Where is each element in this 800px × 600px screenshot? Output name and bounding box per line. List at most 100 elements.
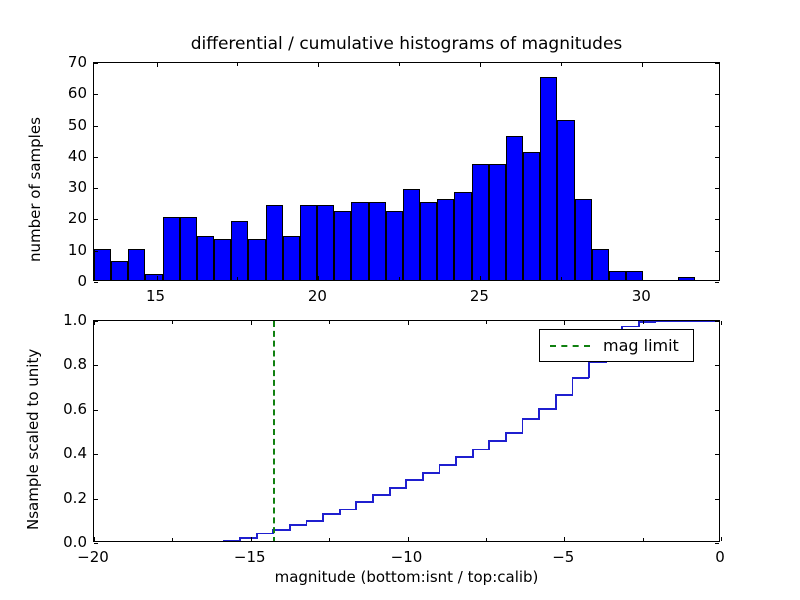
x-tick-mark — [721, 321, 722, 325]
top-y-tick-label: 10 — [67, 240, 87, 259]
histogram-bar — [94, 248, 112, 280]
y-tick-mark — [94, 63, 98, 64]
y-tick-mark — [94, 250, 98, 252]
histogram-plot-area — [94, 63, 719, 280]
cumulative-step-segment — [572, 376, 589, 379]
x-minor-tick-mark — [329, 538, 331, 541]
x-tick-mark — [480, 63, 482, 67]
cumulative-step-riser — [322, 513, 325, 523]
y-tick-mark — [715, 454, 719, 456]
cumulative-step-riser — [554, 394, 557, 410]
cumulative-step-riser — [471, 448, 474, 459]
cumulative-step-riser — [289, 523, 291, 531]
bottom-panel-ylabel: Nsample scaled to unity — [24, 348, 42, 530]
y-tick-mark — [715, 188, 719, 190]
cumulative-step-riser — [338, 508, 341, 516]
cumulative-step-riser — [654, 321, 657, 324]
y-tick-mark — [94, 282, 98, 283]
x-minor-tick-mark — [485, 538, 487, 541]
bottom-x-tick-label: −10 — [390, 548, 423, 566]
x-tick-mark — [407, 321, 409, 325]
x-tick-mark — [564, 537, 566, 541]
cumulative-step-segment — [589, 361, 606, 363]
histogram-bar — [385, 211, 403, 280]
legend-label-mag-limit: mag limit — [603, 336, 679, 355]
x-minor-tick-mark — [642, 321, 644, 324]
top-y-tick-label: 50 — [67, 115, 87, 134]
x-minor-tick-mark — [399, 63, 401, 66]
y-tick-mark — [94, 365, 98, 367]
cumulative-step-riser — [305, 520, 308, 526]
mag-limit-line-icon — [550, 344, 590, 347]
x-minor-tick-mark — [485, 321, 487, 324]
x-tick-mark — [156, 63, 158, 67]
histogram-bar — [145, 273, 163, 280]
histogram-bar — [179, 217, 197, 280]
x-minor-tick-mark — [237, 63, 239, 66]
y-tick-mark — [94, 125, 98, 127]
cumulative-step-segment — [439, 464, 457, 467]
histogram-bar — [111, 261, 129, 280]
y-tick-mark — [94, 543, 98, 544]
legend[interactable]: mag limit — [539, 329, 694, 362]
histogram-bar — [317, 204, 335, 280]
histogram-bar — [574, 198, 592, 280]
histogram-bar — [488, 164, 506, 280]
cumulative-step-segment — [489, 440, 506, 443]
histogram-bar — [608, 270, 627, 280]
bottom-y-tick-label: 0.4 — [63, 444, 87, 463]
cumulative-step-segment — [505, 432, 523, 434]
histogram-bar — [540, 76, 558, 280]
cumulative-step-segment — [522, 417, 540, 420]
y-tick-mark — [715, 94, 719, 96]
cumulative-step-riser — [239, 536, 241, 541]
bottom-x-tick-label: −5 — [552, 548, 575, 566]
top-x-tick-label: 15 — [145, 287, 166, 305]
x-axis-label: magnitude (bottom:isnt / top:calib) — [274, 568, 539, 586]
y-tick-mark — [715, 498, 719, 500]
x-minor-tick-mark — [172, 538, 174, 541]
cumulative-step-segment — [539, 407, 556, 410]
top-y-tick-label: 30 — [67, 178, 87, 197]
cumulative-step-segment — [306, 520, 324, 523]
histogram-bar — [437, 198, 455, 280]
cumulative-step-segment — [456, 456, 473, 459]
cumulative-step-segment — [356, 501, 373, 503]
histogram-bar — [299, 204, 318, 280]
histogram-bar — [454, 192, 472, 280]
cumulative-step-segment — [240, 536, 257, 539]
histogram-bar — [505, 136, 524, 280]
cumulative-plot-area — [94, 321, 719, 541]
cumulative-step-riser — [637, 321, 640, 328]
x-tick-mark — [564, 321, 566, 325]
cumulative-step-segment — [273, 529, 290, 531]
figure-title: differential / cumulative histograms of … — [190, 34, 623, 54]
bottom-y-tick-label: 0.0 — [63, 533, 87, 551]
x-tick-mark — [94, 321, 95, 325]
x-tick-mark — [480, 276, 482, 280]
histogram-bar — [334, 211, 352, 280]
top-x-tick-label: 25 — [469, 287, 489, 305]
y-tick-mark — [94, 94, 98, 96]
x-minor-tick-mark — [399, 277, 401, 280]
x-tick-mark — [642, 63, 644, 67]
cumulative-step-segment — [323, 513, 340, 516]
x-minor-tick-mark — [329, 321, 331, 324]
cumulative-step-riser — [521, 417, 524, 434]
top-x-tick-label: 20 — [307, 287, 327, 305]
x-tick-mark — [318, 276, 320, 280]
x-minor-tick-mark — [561, 277, 563, 280]
y-tick-mark — [715, 409, 719, 411]
cumulative-step-riser — [388, 487, 391, 496]
x-tick-mark — [156, 276, 158, 280]
cumulative-step-segment — [655, 321, 719, 322]
y-tick-mark — [715, 156, 719, 158]
y-tick-mark — [715, 63, 719, 64]
bottom-y-tick-label: 0.2 — [63, 488, 87, 507]
x-tick-mark — [721, 537, 722, 541]
bottom-y-tick-label: 0.6 — [63, 399, 87, 418]
x-tick-mark — [250, 321, 252, 325]
x-minor-tick-mark — [561, 63, 563, 66]
cumulative-step-riser — [438, 464, 441, 475]
